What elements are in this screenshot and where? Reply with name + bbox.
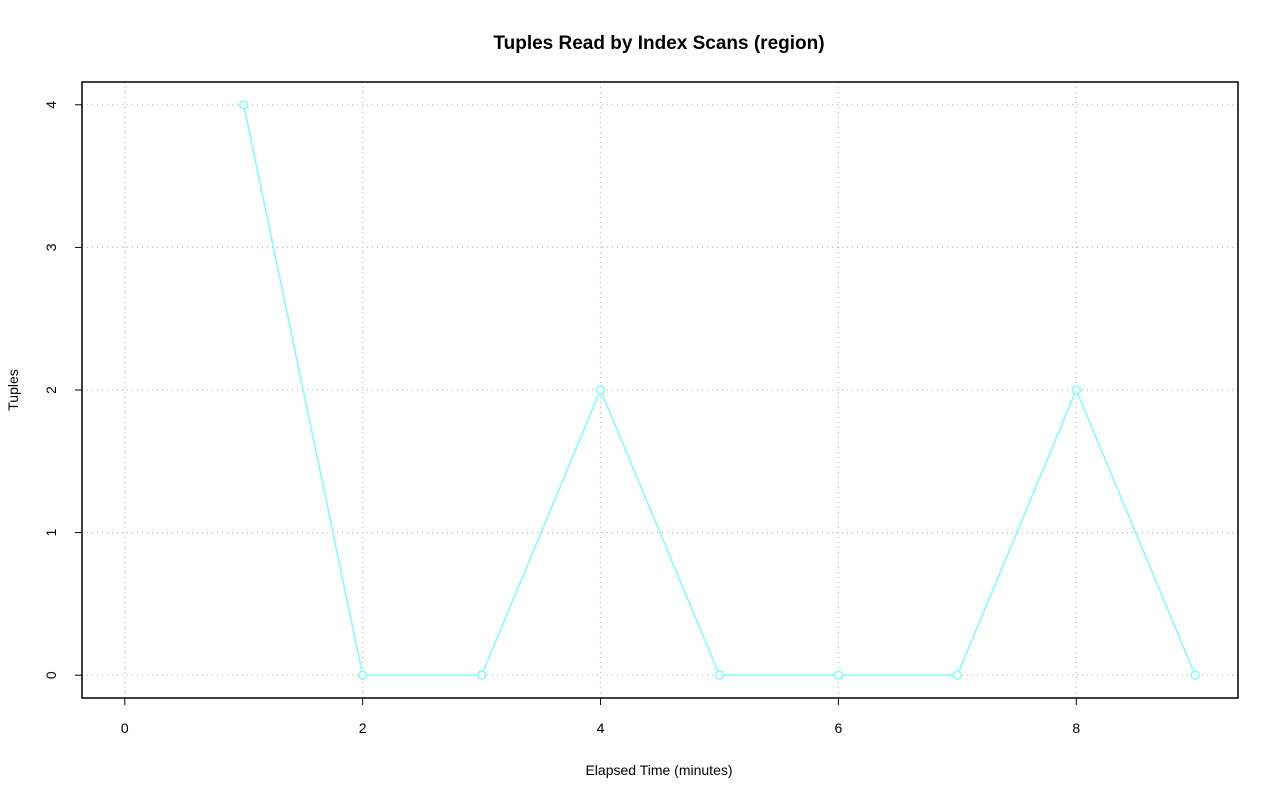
x-tick-label: 8 bbox=[1072, 720, 1080, 736]
x-tick-label: 4 bbox=[597, 720, 605, 736]
y-tick-label: 4 bbox=[43, 101, 59, 109]
y-axis-label: Tuples bbox=[5, 369, 21, 411]
x-axis-label: Elapsed Time (minutes) bbox=[585, 762, 732, 778]
x-tick-label: 2 bbox=[359, 720, 367, 736]
data-point bbox=[595, 385, 606, 395]
data-point bbox=[714, 670, 725, 680]
data-point bbox=[476, 670, 487, 680]
y-tick-label: 2 bbox=[43, 386, 59, 394]
data-point bbox=[952, 670, 963, 680]
y-tick-label: 3 bbox=[43, 243, 59, 251]
data-point bbox=[238, 100, 249, 110]
data-point bbox=[357, 670, 368, 680]
y-tick-label: 1 bbox=[43, 528, 59, 536]
y-tick-label: 0 bbox=[43, 671, 59, 679]
x-tick-label: 6 bbox=[834, 720, 842, 736]
data-point bbox=[1190, 670, 1200, 680]
x-tick-label: 0 bbox=[121, 720, 129, 736]
plot-frame bbox=[81, 81, 1239, 699]
data-point bbox=[1071, 385, 1082, 395]
data-point bbox=[833, 670, 844, 680]
chart-title: Tuples Read by Index Scans (region) bbox=[493, 33, 824, 54]
